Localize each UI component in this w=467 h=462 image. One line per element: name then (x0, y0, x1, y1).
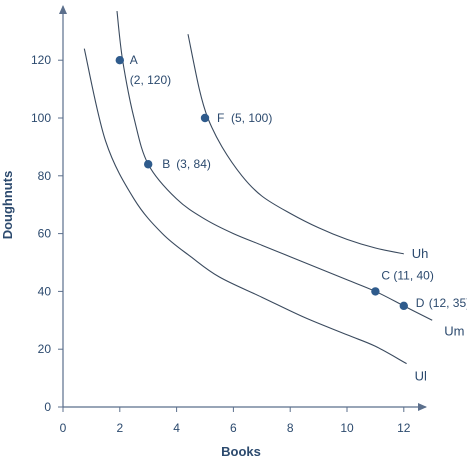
indifference-curve-ul (83, 48, 407, 365)
point-coords-d: (12, 35) (429, 296, 467, 310)
x-tick-label: 10 (340, 421, 354, 435)
x-tick-label: 2 (116, 421, 123, 435)
point-label-c: C (381, 268, 390, 282)
x-axis-title: Books (221, 444, 261, 459)
y-tick-label: 80 (38, 169, 52, 183)
y-tick-label: 20 (38, 342, 52, 356)
curve-label-um: Um (444, 323, 464, 338)
curve-label-uh: Uh (412, 246, 429, 261)
x-tick-label: 4 (173, 421, 180, 435)
y-tick-label: 0 (44, 400, 51, 414)
y-axis-title: Doughnuts (0, 171, 15, 240)
point-a (115, 56, 125, 65)
x-tick-label: 8 (287, 421, 294, 435)
point-coords-a: (2, 120) (130, 73, 171, 87)
point-label-d: D (416, 296, 425, 310)
point-coords-b: (3, 84) (176, 157, 211, 171)
y-tick-label: 60 (38, 227, 52, 241)
x-tick-label: 0 (60, 421, 67, 435)
indifference-curve-uh (187, 34, 404, 255)
point-b (144, 160, 153, 169)
curve-label-ul: Ul (415, 369, 427, 384)
y-tick-label: 40 (38, 284, 52, 298)
x-tick-label: 6 (230, 421, 237, 435)
y-tick-label: 120 (31, 53, 51, 67)
point-coords-f: (5, 100) (231, 111, 272, 125)
point-d (399, 301, 408, 311)
point-coords-c: (11, 40) (393, 268, 433, 282)
point-label-a: A (130, 53, 138, 67)
point-c (371, 287, 380, 296)
point-label-b: B (162, 157, 170, 171)
point-f (200, 113, 210, 123)
x-tick-label: 12 (397, 421, 411, 435)
point-label-f: F (217, 111, 224, 125)
y-tick-label: 100 (31, 111, 51, 125)
